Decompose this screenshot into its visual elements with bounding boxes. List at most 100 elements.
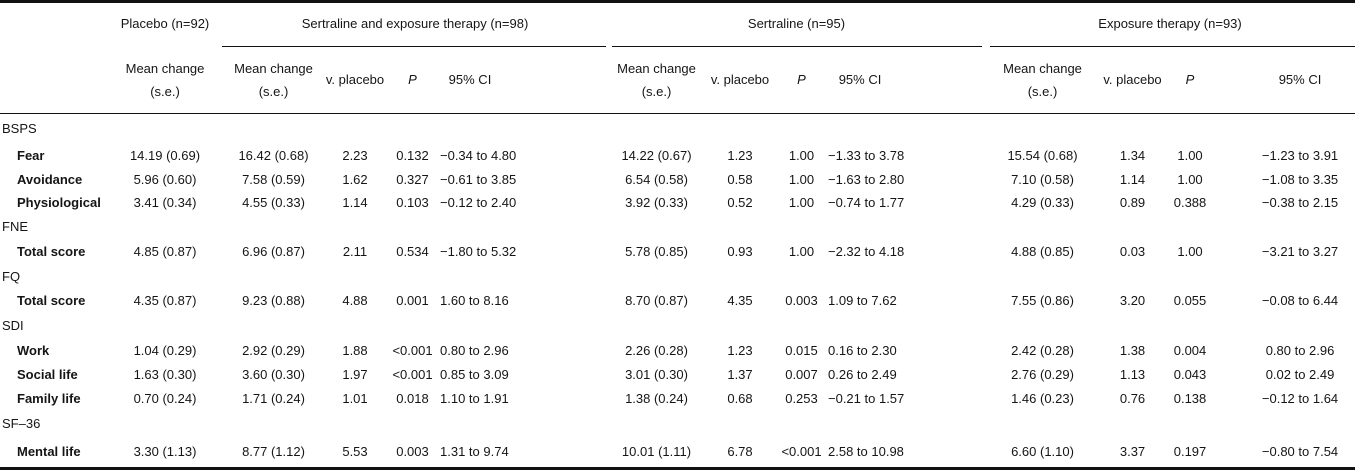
- header-se-label: (s.e.): [1027, 83, 1058, 99]
- cell-s-p: 1.00: [788, 243, 815, 259]
- cell-e-mean: 2.76 (0.29): [1011, 367, 1074, 382]
- cell-s-p: 1.00: [788, 172, 815, 187]
- cell-s-ci: −1.63 to 2.80: [828, 172, 905, 187]
- cell-se-ci: 1.31 to 9.74: [440, 444, 509, 459]
- cell-s-ci: −1.33 to 3.78: [828, 148, 905, 163]
- cell-se-p: 0.327: [396, 172, 429, 187]
- header-ci-exposure: 95% CI: [1278, 72, 1322, 87]
- cell-se-mean: 8.77 (1.12): [242, 444, 305, 459]
- header-v-placebo-sertraline-exposure: v. placebo: [325, 46, 385, 113]
- header-se-label: (s.e.): [150, 83, 180, 99]
- header-p-exposure: P: [1165, 46, 1215, 113]
- cell-e-ci: −0.12 to 1.64: [1261, 390, 1339, 406]
- row-label: Avoidance: [17, 172, 83, 187]
- group-row: BSPS: [0, 113, 1355, 143]
- group-row: SDI: [0, 313, 1355, 338]
- cell-e-ci: −1.08 to 3.35: [1261, 172, 1339, 187]
- cell-se-mean: 9.23 (0.88): [242, 293, 305, 308]
- cell-placebo-mean: 14.19 (0.69): [129, 148, 201, 163]
- cell-se-mean: 4.55 (0.33): [242, 195, 305, 210]
- header-p-label: P: [408, 72, 417, 87]
- group-rule-sertraline: [612, 46, 982, 47]
- group-row-spacer: [108, 264, 1355, 288]
- cell-e-ci: −0.08 to 6.44: [1261, 293, 1339, 308]
- cell-placebo-mean: 4.85 (0.87): [133, 243, 197, 259]
- cell-s-ci: −0.74 to 1.77: [828, 195, 905, 210]
- cell-se-ci: −0.61 to 3.85: [440, 172, 517, 187]
- cell-e-p: 0.388: [1173, 195, 1207, 210]
- cell-s-v-placebo: 6.78: [727, 444, 753, 459]
- cell-s-p: 0.003: [785, 293, 818, 308]
- table-body: BSPS Fear 14.19 (0.69) 16.42 (0.68) 2.23 0.13…: [0, 113, 1355, 466]
- cell-se-p: 0.103: [396, 195, 429, 210]
- column-header-row: Mean change (s.e.) Mean change (s.e.) v. pla…: [0, 46, 1355, 113]
- cell-se-ci: 1.10 to 1.91: [440, 390, 509, 406]
- cell-se-mean: 2.92 (0.29): [242, 343, 305, 358]
- group-label: SDI: [2, 318, 24, 333]
- group-header-sertraline: Sertraline (n=95): [747, 15, 846, 31]
- cell-se-v-placebo: 2.23: [342, 148, 368, 163]
- cell-placebo-mean: 1.04 (0.29): [133, 343, 197, 358]
- cell-se-p: 0.534: [396, 243, 429, 259]
- cell-se-mean: 1.71 (0.24): [242, 390, 305, 406]
- header-v-placebo-exposure: v. placebo: [1100, 46, 1165, 113]
- cell-s-mean: 3.01 (0.30): [625, 367, 688, 382]
- cell-se-v-placebo: 2.11: [342, 243, 368, 259]
- cell-e-mean: 7.10 (0.58): [1011, 172, 1074, 187]
- group-row-spacer: [108, 214, 1355, 238]
- cell-se-v-placebo: 1.62: [342, 172, 368, 187]
- header-se-label: (s.e.): [641, 83, 672, 99]
- row-label: Social life: [17, 367, 78, 382]
- cell-se-p: 0.018: [396, 390, 429, 406]
- cell-s-mean: 8.70 (0.87): [625, 293, 688, 308]
- group-row: FQ: [0, 264, 1355, 288]
- cell-e-ci: 0.02 to 2.49: [1265, 367, 1335, 382]
- table-row: Physiological 3.41 (0.34) 4.55 (0.33) 1.14 0…: [0, 191, 1355, 214]
- cell-e-mean: 1.46 (0.23): [1011, 390, 1074, 406]
- cell-e-mean: 2.42 (0.28): [1011, 343, 1074, 358]
- header-v-placebo-sertraline: v. placebo: [705, 46, 775, 113]
- cell-e-ci: −0.80 to 7.54: [1261, 444, 1339, 459]
- header-p-sertraline: P: [775, 46, 828, 113]
- cell-se-mean: 3.60 (0.30): [242, 367, 305, 382]
- cell-s-mean: 3.92 (0.33): [625, 195, 688, 210]
- group-header-exposure: Exposure therapy (n=93): [1098, 15, 1242, 31]
- cell-e-p: 0.138: [1173, 390, 1207, 406]
- cell-s-v-placebo: 1.37: [727, 367, 753, 382]
- header-rule: [0, 113, 1355, 114]
- group-label: SF–36: [2, 416, 41, 431]
- cell-se-ci: 0.85 to 3.09: [440, 367, 509, 382]
- table-row: Total score 4.85 (0.87) 6.96 (0.87) 2.11 0.5…: [0, 238, 1355, 264]
- header-v-placebo-label: v. placebo: [710, 72, 770, 87]
- group-label: FQ: [2, 268, 21, 284]
- cell-e-mean: 15.54 (0.68): [1007, 148, 1078, 163]
- cell-s-ci: 0.26 to 2.49: [828, 367, 897, 382]
- header-mean-change-exposure: Mean change (s.e.): [985, 46, 1100, 113]
- cell-e-v-placebo: 3.37: [1119, 444, 1146, 459]
- header-v-placebo-label: v. placebo: [1103, 72, 1162, 87]
- cell-e-mean: 7.55 (0.86): [1011, 293, 1074, 308]
- cell-e-ci: −0.38 to 2.15: [1261, 195, 1339, 210]
- header-mean-change-label: Mean change: [125, 60, 205, 76]
- cell-se-mean: 7.58 (0.59): [242, 172, 305, 187]
- cell-se-p: 0.001: [396, 293, 429, 308]
- cell-e-v-placebo: 0.89: [1119, 195, 1146, 210]
- row-label: Physiological: [17, 195, 101, 210]
- cell-e-v-placebo: 0.76: [1119, 390, 1146, 406]
- group-row: FNE: [0, 214, 1355, 238]
- table-row: Work 1.04 (0.29) 2.92 (0.29) 1.88 <0.001 0.80…: [0, 338, 1355, 363]
- cell-se-ci: 1.60 to 8.16: [440, 293, 509, 308]
- table-row: Avoidance 5.96 (0.60) 7.58 (0.59) 1.62 0.327…: [0, 168, 1355, 191]
- top-rule: [0, 0, 1355, 3]
- header-blank: [0, 0, 108, 46]
- cell-se-v-placebo: 1.88: [342, 343, 368, 358]
- cell-se-ci: −0.12 to 2.40: [440, 195, 517, 210]
- cell-s-v-placebo: 0.58: [727, 172, 753, 187]
- cell-e-v-placebo: 1.38: [1119, 343, 1146, 358]
- header-p-sertraline-exposure: P: [385, 46, 440, 113]
- cell-s-ci: −2.32 to 4.18: [828, 243, 905, 259]
- cell-placebo-mean: 5.96 (0.60): [133, 172, 197, 187]
- header-mean-change-label: Mean change: [234, 60, 313, 76]
- cell-se-ci: 0.80 to 2.96: [440, 343, 509, 358]
- cell-s-p: 0.015: [785, 343, 818, 358]
